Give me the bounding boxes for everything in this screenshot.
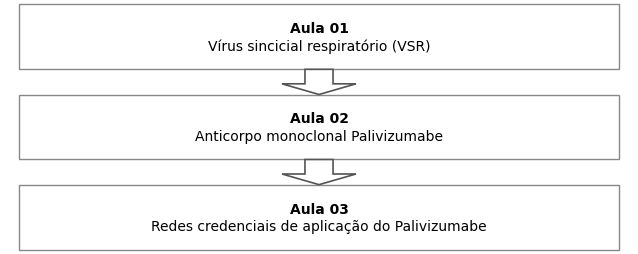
Polygon shape — [282, 69, 356, 94]
Text: Anticorpo monoclonal Palivizumabe: Anticorpo monoclonal Palivizumabe — [195, 130, 443, 144]
Text: Vírus sincicial respiratório (VSR): Vírus sincicial respiratório (VSR) — [208, 40, 430, 54]
Text: Redes credenciais de aplicação do Palivizumabe: Redes credenciais de aplicação do Palivi… — [151, 220, 487, 234]
Text: Aula 02: Aula 02 — [290, 112, 348, 126]
Polygon shape — [282, 160, 356, 185]
FancyBboxPatch shape — [19, 95, 619, 160]
Text: Aula 03: Aula 03 — [290, 202, 348, 217]
FancyBboxPatch shape — [19, 185, 619, 249]
FancyBboxPatch shape — [19, 4, 619, 69]
Text: Aula 01: Aula 01 — [290, 22, 348, 36]
